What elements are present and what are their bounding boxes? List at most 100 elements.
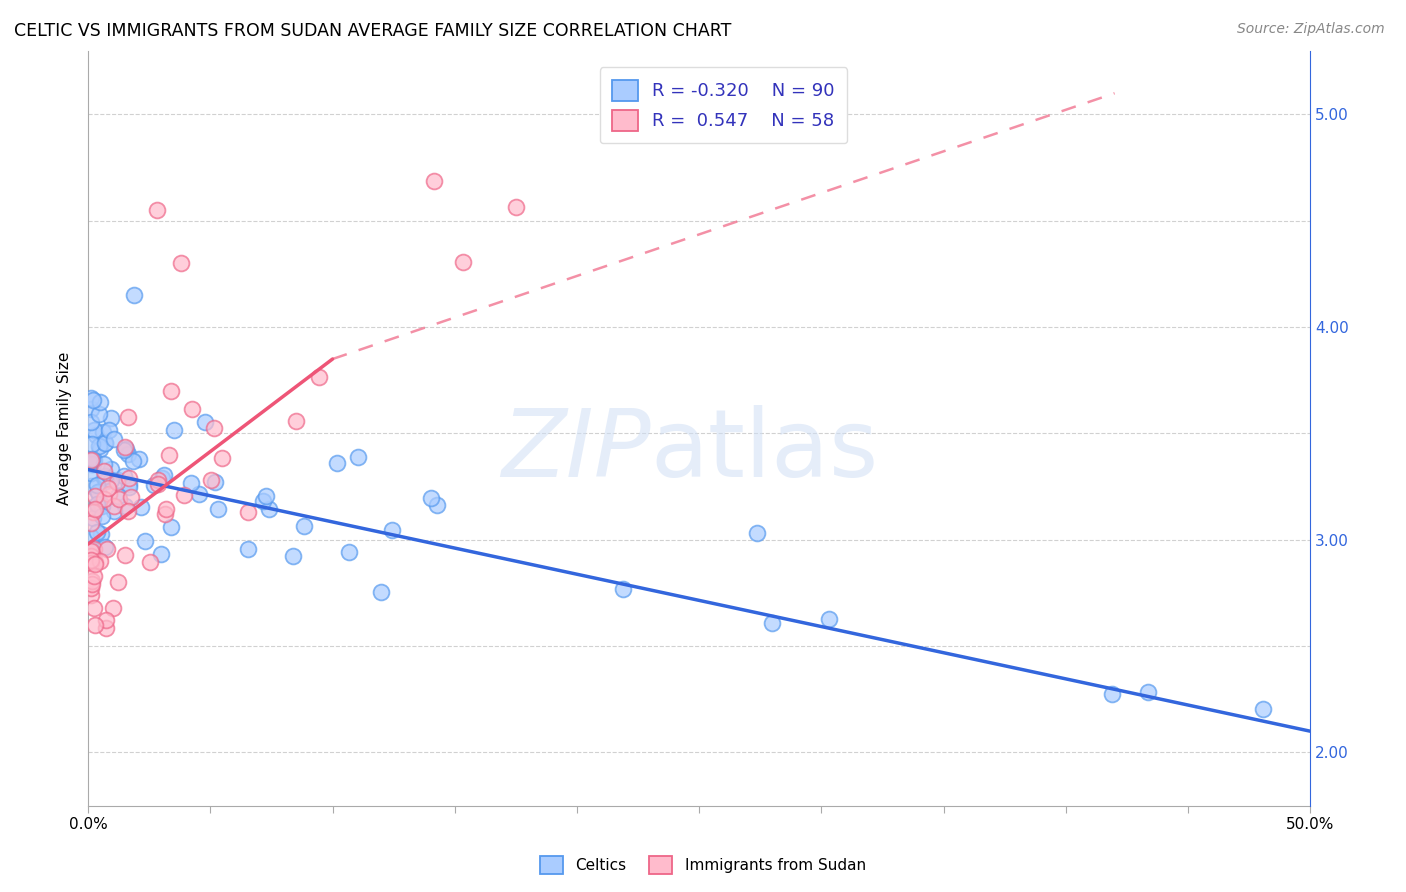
Point [96,541,118,556]
Point [163,423,186,437]
Y-axis label: Average Family Size: Average Family Size [58,351,72,505]
Point [91,500,114,514]
Point [89,554,111,568]
Point [94,475,117,489]
Point [112,443,135,458]
Point [337,545,360,559]
Point [89,395,111,409]
Point [80,416,103,430]
Point [103,432,125,446]
Point [107,473,129,487]
Point [83,558,105,572]
Point [370,585,392,599]
Point [426,498,449,512]
Point [252,493,274,508]
Point [817,612,839,626]
Point [91,425,114,440]
Point [145,203,167,218]
Point [284,414,307,428]
Point [84,502,107,516]
Point [84,618,107,632]
Point [87,484,110,499]
Point [747,525,769,540]
Point [79,530,101,544]
Point [87,500,110,515]
Point [138,556,160,570]
Point [505,201,527,215]
Point [83,489,105,503]
Point [200,473,222,487]
Point [94,435,117,450]
Point [153,468,176,483]
Point [254,489,277,503]
Point [86,484,108,499]
Point [105,475,128,490]
Point [153,507,176,521]
Point [97,481,120,495]
Point [86,524,108,539]
Point [112,469,135,483]
Point [187,487,209,501]
Point [423,174,446,188]
Point [120,490,142,504]
Point [100,473,122,487]
Point [108,492,131,507]
Point [1137,685,1160,699]
Point [82,392,104,407]
Point [181,402,204,417]
Point [87,439,110,453]
Point [761,616,783,631]
Point [79,479,101,493]
Point [79,588,101,602]
Point [93,471,115,485]
Point [103,601,125,615]
Point [148,474,170,488]
Point [79,453,101,467]
Point [103,500,125,514]
Point [118,480,141,494]
Point [79,467,101,481]
Point [94,469,117,483]
Point [207,501,229,516]
Point [90,508,112,523]
Point [83,555,105,569]
Point [86,497,108,511]
Point [90,527,112,541]
Point [79,541,101,556]
Point [115,442,138,456]
Point [94,541,117,555]
Point [80,457,103,471]
Point [114,549,136,563]
Point [80,574,103,589]
Point [259,502,281,516]
Point [117,504,139,518]
Point [114,440,136,454]
Text: Source: ZipAtlas.com: Source: ZipAtlas.com [1237,22,1385,37]
Point [93,457,115,471]
Point [122,288,145,302]
Point [157,448,180,462]
Point [89,407,111,421]
Point [83,542,105,557]
Point [117,447,139,461]
Point [155,502,177,516]
Point [82,577,104,591]
Point [79,391,101,405]
Text: atlas: atlas [650,405,879,497]
Point [83,424,105,438]
Point [202,421,225,435]
Point [107,489,129,503]
Point [160,384,183,398]
Point [84,427,107,442]
Point [93,491,115,506]
Point [83,452,105,467]
Point [97,423,120,437]
Point [79,544,101,558]
Point [150,471,173,485]
Point [79,516,101,530]
Point [118,471,141,485]
Point [82,436,104,450]
Point [103,504,125,518]
Point [122,453,145,467]
Point [118,476,141,491]
